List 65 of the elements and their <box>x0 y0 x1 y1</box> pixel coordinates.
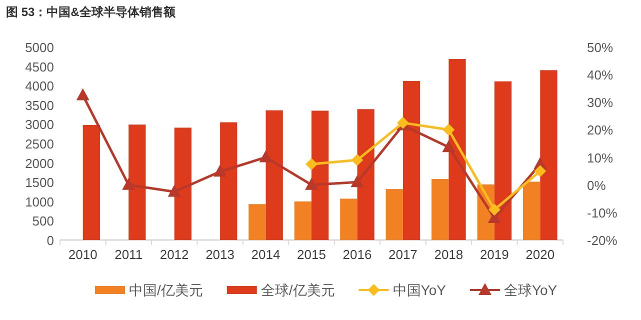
x-tick-label: 2010 <box>68 247 98 262</box>
bar <box>340 198 358 240</box>
chart-title: 图 53：中国&全球半导体销售额 <box>6 5 176 19</box>
point <box>351 154 364 166</box>
y-tick-label: 4500 <box>25 59 54 74</box>
bar <box>494 81 512 240</box>
bar <box>386 189 403 240</box>
bar <box>220 122 238 240</box>
bar <box>82 124 100 240</box>
x-tick-label: 2014 <box>251 247 280 262</box>
bar <box>432 179 449 240</box>
y2-tick-label: 50% <box>587 40 614 55</box>
x-tick-label: 2016 <box>342 247 372 262</box>
y2-tick-label: -10% <box>587 205 618 220</box>
y-tick-label: 2000 <box>25 156 54 171</box>
y-tick-label: 1500 <box>25 175 54 190</box>
bar <box>312 110 329 240</box>
y-tick-label: 500 <box>32 214 54 229</box>
bar <box>522 182 540 240</box>
point <box>305 178 318 190</box>
x-tick-label: 2012 <box>160 247 189 262</box>
y-tick-label: 4000 <box>25 78 54 94</box>
bar <box>402 80 420 240</box>
y2-tick-label: 20% <box>587 122 614 138</box>
y2-tick-label: -20% <box>587 233 618 248</box>
x-tick-label: 2020 <box>526 247 555 262</box>
y-tick-label: 1000 <box>25 194 54 210</box>
y-tick-label: 3500 <box>25 98 54 113</box>
y-tick-label: 0 <box>46 233 54 248</box>
point <box>214 164 227 177</box>
point <box>259 150 272 162</box>
point <box>306 158 318 170</box>
point <box>442 140 456 152</box>
bar <box>266 110 283 240</box>
y2-tick-label: 30% <box>587 95 614 110</box>
bar <box>357 109 374 240</box>
x-tick-label: 2019 <box>480 247 509 262</box>
y2-tick-label: 10% <box>587 150 614 166</box>
legend-label: 中国YoY <box>392 282 447 298</box>
bar <box>294 201 312 240</box>
point <box>442 124 455 136</box>
x-tick-label: 2013 <box>206 247 235 262</box>
y2-tick-label: 0% <box>587 178 606 193</box>
point <box>488 204 500 216</box>
legend-label: 中国/亿美元 <box>129 282 203 298</box>
x-tick-label: 2015 <box>297 247 326 262</box>
bar <box>128 124 146 240</box>
y-tick-label: 3000 <box>25 117 54 132</box>
point <box>168 184 181 197</box>
point <box>350 175 364 188</box>
legend-label: 全球YoY <box>504 282 558 298</box>
point <box>76 88 90 100</box>
bar <box>540 70 558 240</box>
x-tick-label: 2011 <box>114 247 143 262</box>
y2-tick-label: 40% <box>587 68 614 83</box>
legend-label: 全球/亿美元 <box>260 282 335 298</box>
point <box>122 178 136 190</box>
bar <box>174 128 192 240</box>
y-tick-label: 5000 <box>25 40 54 55</box>
bar <box>248 204 266 240</box>
bar <box>448 58 466 240</box>
x-tick-label: 2017 <box>388 247 418 262</box>
y-tick-label: 2500 <box>25 136 54 152</box>
point <box>534 165 546 178</box>
x-tick-label: 2018 <box>434 247 464 262</box>
